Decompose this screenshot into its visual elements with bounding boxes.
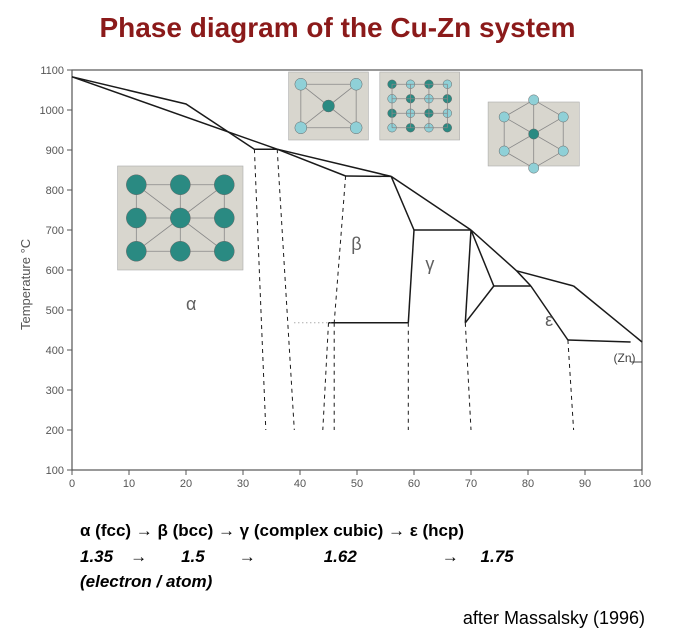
- svg-text:β: β: [351, 234, 361, 254]
- svg-text:100: 100: [633, 478, 651, 490]
- phase-chart: 0 10 20 30 40 50 60 70 80 90 100 100 200 300 400 500 600…: [12, 60, 662, 500]
- svg-text:40: 40: [294, 478, 306, 490]
- svg-text:90: 90: [579, 478, 591, 490]
- svg-text:800: 800: [46, 185, 64, 197]
- svg-text:400: 400: [46, 345, 64, 357]
- y-axis-label: Temperature °C: [18, 239, 33, 330]
- page-title: Phase diagram of the Cu-Zn system: [0, 12, 675, 44]
- svg-text:200: 200: [46, 425, 64, 437]
- svg-text:300: 300: [46, 385, 64, 397]
- svg-text:50: 50: [351, 478, 363, 490]
- svg-text:80: 80: [522, 478, 534, 490]
- svg-text:500: 500: [46, 305, 64, 317]
- svg-text:700: 700: [46, 225, 64, 237]
- sequence-unit: (electron / atom): [80, 569, 640, 595]
- svg-text:γ: γ: [425, 254, 434, 274]
- svg-text:10: 10: [123, 478, 135, 490]
- svg-text:0: 0: [69, 478, 75, 490]
- svg-text:20: 20: [180, 478, 192, 490]
- svg-text:60: 60: [408, 478, 420, 490]
- svg-text:1000: 1000: [40, 105, 64, 117]
- svg-text:100: 100: [46, 465, 64, 477]
- svg-text:900: 900: [46, 145, 64, 157]
- svg-text:ε: ε: [545, 310, 553, 330]
- svg-text:α: α: [186, 294, 196, 314]
- svg-text:70: 70: [465, 478, 477, 490]
- phase-sequence: α (fcc) → β (bcc) → γ (complex cubic) → …: [80, 518, 640, 595]
- sequence-phases: α (fcc) → β (bcc) → γ (complex cubic) → …: [80, 518, 640, 544]
- svg-text:(Zn): (Zn): [614, 351, 636, 365]
- attribution: after Massalsky (1996): [463, 608, 645, 629]
- sequence-ratios: 1.35 → 1.5 → 1.62 → 1.75: [80, 544, 640, 570]
- svg-text:30: 30: [237, 478, 249, 490]
- phase-chart-svg: 0 10 20 30 40 50 60 70 80 90 100 100 200 300 400 500 600…: [12, 60, 662, 500]
- svg-text:1100: 1100: [40, 65, 64, 77]
- svg-text:600: 600: [46, 265, 64, 277]
